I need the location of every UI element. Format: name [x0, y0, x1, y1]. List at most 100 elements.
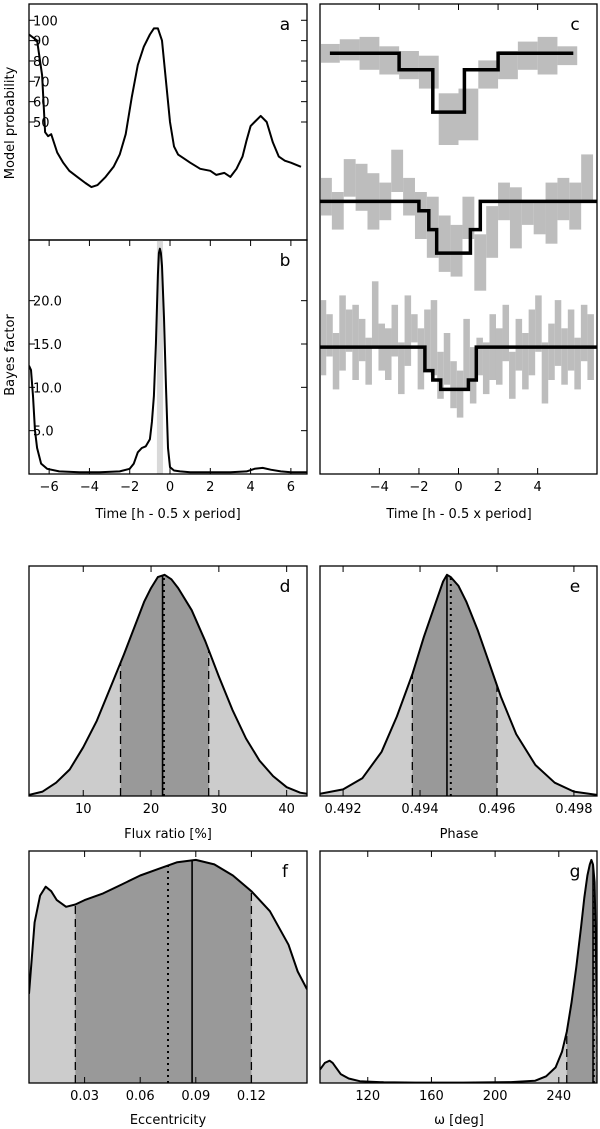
error-bar-middle	[321, 177, 332, 216]
density-line-f	[29, 858, 307, 994]
ytick-label: 50	[33, 116, 50, 131]
error-bar-bottom	[352, 304, 359, 380]
model-step-top	[329, 51, 574, 114]
frame-d	[28, 565, 308, 797]
ytick-label: 100	[33, 14, 58, 29]
chart-f: 0.03 0.06 0.09 0.12 f Eccentricity	[28, 850, 308, 1128]
error-bar-bottom	[326, 314, 333, 357]
plot-b: 5.0 10.0 15.0 20.0 −6 −4 −2 0 2 4 6 b	[28, 239, 308, 495]
error-bar-bottom	[548, 323, 555, 380]
error-bar-bottom	[339, 295, 346, 371]
xlabel-d: Flux ratio [%]	[124, 827, 212, 842]
error-bar-middle	[486, 206, 499, 258]
ytick-label: 60	[33, 96, 50, 111]
error-bar-bottom	[365, 337, 372, 385]
chart-a: Model probability 50 60 70 80 90 100 a	[3, 3, 308, 241]
ytick-label: 10.0	[33, 381, 62, 396]
xtick-label: −4	[80, 480, 99, 495]
error-bar-top	[517, 41, 538, 70]
xtick-label: 0.06	[126, 1089, 155, 1104]
error-bar-bottom	[528, 309, 536, 376]
xtick-label: 0.498	[555, 802, 592, 817]
series-line-a	[29, 27, 302, 189]
chart-d: 10 20 30 40 d Flux ratio [%]	[28, 565, 308, 842]
error-bar-bottom	[522, 333, 529, 390]
frame-e	[319, 565, 598, 797]
chart-g: 120 160 200 240 g ω [deg]	[319, 850, 598, 1128]
error-bar-bottom	[391, 304, 399, 357]
ytick-label: 90	[33, 35, 50, 50]
plot-a: 50 60 70 80 90 100 a	[28, 3, 308, 241]
xtick-label: 0.03	[70, 1089, 99, 1104]
error-bar-middle	[414, 192, 427, 239]
error-bar-top	[478, 60, 499, 89]
chart-b: Bayes factor 5.010.015.020.0−6 −4 −2 0 2 4 6b …	[3, 239, 308, 522]
plot-g: 120 160 200 240 g	[319, 850, 598, 1104]
xtick-label: 0.492	[324, 802, 361, 817]
error-bar-bottom	[456, 370, 464, 418]
xtick-label: 0	[166, 480, 174, 495]
error-bar-bottom	[515, 318, 523, 371]
density-fill-g	[320, 859, 597, 1083]
xlabel-c: Time [h - 0.5 x period]	[385, 507, 531, 522]
xtick-label: 120	[355, 1089, 380, 1104]
error-bar-bottom	[469, 347, 477, 404]
error-bar-middle	[343, 159, 356, 197]
error-bar-bottom	[332, 333, 340, 390]
density-line-e	[320, 573, 597, 796]
xtick-label: 0.496	[478, 802, 515, 817]
xtick-label: −2	[409, 480, 428, 495]
xtick-label: 2	[494, 480, 502, 495]
interval-fill-f	[75, 859, 252, 1083]
error-bar-bottom	[450, 361, 457, 409]
xtick-label: −4	[370, 480, 389, 495]
xtick-label: 2	[206, 480, 214, 495]
plot-f: 0.03 0.06 0.09 0.12 f	[28, 850, 308, 1104]
error-bar-bottom	[411, 314, 418, 343]
frame-f	[28, 850, 308, 1084]
density-line-d	[29, 573, 307, 796]
error-bar-bottom	[424, 309, 431, 371]
xtick-label: 240	[546, 1089, 571, 1104]
error-bar-middle	[533, 201, 546, 235]
chart-e: 0.492 0.494 0.496 0.498 e Phase	[319, 565, 598, 842]
series-line-b	[29, 247, 307, 474]
xtick-label: 10	[75, 802, 92, 817]
error-bar-middle	[509, 187, 522, 249]
interval-fill-d	[120, 574, 209, 796]
xtick-label: 4	[534, 480, 542, 495]
error-bar-bottom	[554, 300, 562, 366]
xtick-label: 6	[287, 480, 295, 495]
xtick-label: −2	[120, 480, 139, 495]
xtick-label: 4	[246, 480, 254, 495]
panel-label-e: e	[570, 577, 580, 597]
xlabel-e: Phase	[440, 827, 479, 842]
xlabel-g: ω [deg]	[434, 1113, 484, 1128]
ylabel-a: Model probability	[3, 66, 18, 179]
error-bar-middle	[450, 224, 463, 277]
xtick-label: 30	[211, 802, 228, 817]
xtick-label: 20	[143, 802, 160, 817]
error-bar-bottom	[321, 300, 327, 376]
interval-fill-g	[566, 859, 597, 1083]
error-bar-top	[498, 51, 518, 80]
error-bar-top	[399, 51, 419, 80]
error-bar-bottom	[482, 342, 490, 395]
model-step-bottom	[320, 345, 597, 392]
error-bar-bottom	[502, 304, 510, 362]
highlight-band	[156, 240, 163, 474]
error-bar-middle	[391, 149, 404, 192]
ylabel-b: Bayes factor	[3, 314, 18, 396]
panel-label-b: b	[280, 251, 291, 271]
xtick-label: 0.12	[237, 1089, 266, 1104]
error-bar-bottom	[417, 328, 425, 390]
error-bar-top	[379, 46, 400, 75]
xtick-label: 0	[454, 480, 462, 495]
xtick-label: 160	[419, 1089, 444, 1104]
error-bar-bottom	[404, 295, 412, 366]
xtick-label: −6	[40, 480, 59, 495]
error-bar-bottom	[430, 300, 438, 376]
error-bar-middle	[462, 196, 475, 239]
error-bar-middle	[545, 182, 558, 244]
